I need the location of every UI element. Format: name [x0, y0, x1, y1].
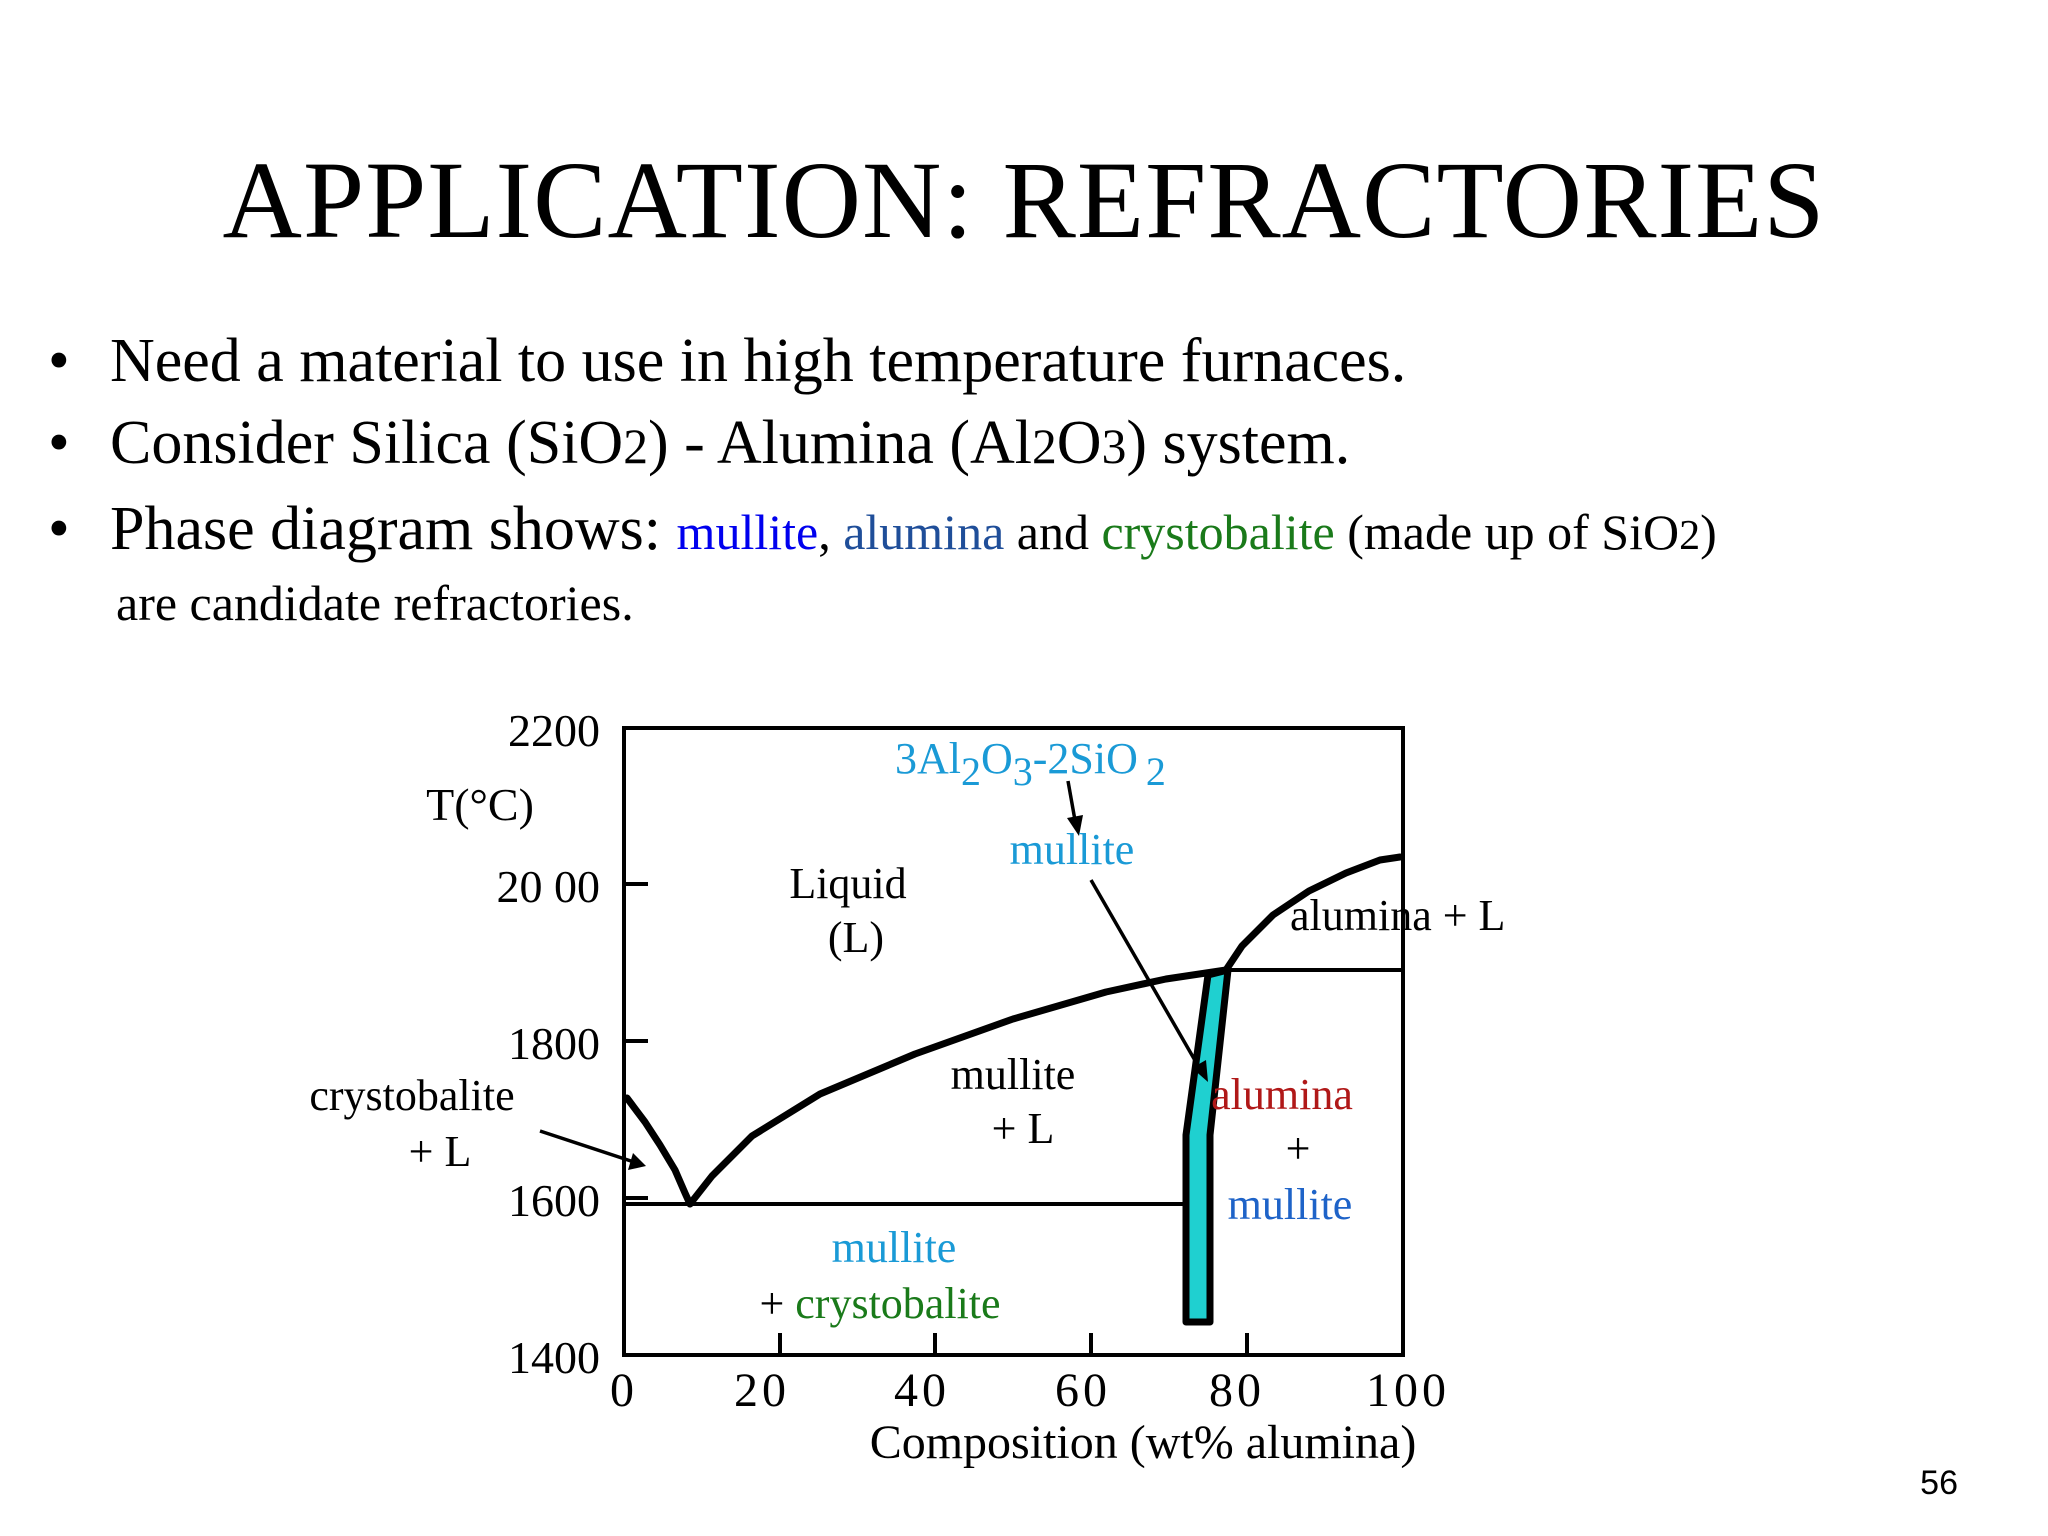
- alumina-mullite-label-2: mullite: [1228, 1180, 1353, 1229]
- bullet-text: ) system.: [1126, 409, 1351, 477]
- bullet-item-1: • Need a material to use in high tempera…: [48, 320, 1717, 402]
- mullite-crystobalite-label: mullite: [832, 1223, 957, 1272]
- x-tick-label: 60: [1055, 1364, 1111, 1417]
- subscript: 2: [1032, 419, 1057, 474]
- arrow-mullite-to-region: [1089, 879, 1206, 1077]
- arrow-crystobalite: [539, 1129, 641, 1166]
- formula-subscript: 3: [1013, 749, 1033, 794]
- plot-frame: [622, 726, 1405, 1357]
- alumina-mullite-plus: +: [1286, 1124, 1311, 1173]
- bullet-text: ) - Alumina (Al: [648, 409, 1032, 477]
- x-tick-label: 80: [1209, 1364, 1265, 1417]
- formula-part: 3Al: [895, 734, 961, 783]
- formula-subscript: 2: [961, 749, 981, 794]
- mullite-top-label: mullite: [1010, 825, 1135, 874]
- liquid-label: Liquid: [789, 859, 906, 908]
- y-axis-ticks: [624, 882, 648, 1200]
- mullite-region: [1182, 966, 1232, 1326]
- bullet-text: and: [1004, 504, 1102, 560]
- subscript: 2: [1679, 513, 1701, 559]
- mullite-liquidus-line: [686, 966, 1230, 1208]
- bullet-item-2: • Consider Silica (SiO2) - Alumina (Al2O…: [48, 402, 1717, 488]
- x-axis-ticks: [778, 1333, 1249, 1355]
- y-tick-label: 20 00: [497, 861, 601, 912]
- bullet-text: (made up of SiO: [1334, 504, 1680, 560]
- bullet-list: • Need a material to use in high tempera…: [48, 320, 1717, 633]
- y-tick-label: 1400: [508, 1332, 600, 1383]
- page-number: 56: [1920, 1464, 1958, 1502]
- mullite-liquid-label-2: + L: [992, 1104, 1055, 1153]
- subscript: 3: [1101, 419, 1127, 474]
- mullite-liquid-label: mullite: [951, 1050, 1076, 1099]
- label-part: crystobalite: [795, 1279, 1000, 1328]
- bullet-dot: •: [48, 409, 70, 477]
- slide-title: APPLICATION: REFRACTORIES: [222, 139, 1826, 261]
- mullite-crystobalite-label-2: + crystobalite: [759, 1279, 1000, 1328]
- alumina-mullite-label: alumina: [1211, 1070, 1353, 1119]
- subscript: 2: [623, 419, 648, 474]
- liquid-symbol-label: (L): [828, 913, 884, 962]
- formula-part: O: [981, 734, 1013, 783]
- bullet-text: Consider Silica (SiO: [110, 409, 624, 477]
- alumina-term: alumina: [843, 504, 1005, 560]
- label-part: +: [759, 1279, 795, 1328]
- bullet-dot: •: [48, 495, 70, 563]
- formula-subscript: 2: [1146, 749, 1166, 794]
- crystobalite-term: crystobalite: [1101, 504, 1335, 560]
- alumina-liquid-label: alumina + L: [1290, 891, 1505, 940]
- bullet-text: Phase diagram shows:: [110, 495, 677, 563]
- arrowhead-icon: [1067, 815, 1083, 836]
- x-tick-label: 0: [610, 1364, 638, 1417]
- x-tick-label: 100: [1366, 1364, 1450, 1417]
- bullet-continuation: are candidate refractories.: [116, 575, 634, 631]
- formula-part: -2SiO: [1033, 734, 1138, 783]
- arrowhead-icon: [628, 1153, 646, 1170]
- y-tick-label: 1800: [508, 1018, 600, 1069]
- y-tick-label: 2200: [508, 705, 600, 756]
- bullet-text: ,: [818, 504, 844, 560]
- crystobalite-liquid-label-2: + L: [409, 1127, 472, 1176]
- bullet-text: Need a material to use in high temperatu…: [110, 327, 1407, 395]
- x-tick-label: 40: [894, 1364, 950, 1417]
- bullet-text: ): [1700, 504, 1717, 560]
- x-axis-label: Composition (wt% alumina): [870, 1416, 1417, 1469]
- mullite-formula-label: 3Al2O3-2SiO 2: [895, 734, 1166, 794]
- x-tick-label: 20: [734, 1364, 790, 1417]
- bullet-text: O: [1056, 409, 1102, 477]
- mullite-term: mullite: [676, 504, 819, 560]
- crystobalite-liquidus-line: [623, 1094, 694, 1208]
- alumina-liquidus-line: [1222, 853, 1404, 974]
- arrowhead-icon: [1192, 1060, 1208, 1082]
- bullet-item-3: • Phase diagram shows: mullite, alumina …: [48, 488, 1717, 577]
- y-tick-label: 1600: [508, 1175, 600, 1226]
- bullet-dot: •: [48, 327, 70, 395]
- crystobalite-liquid-label: crystobalite: [309, 1071, 514, 1120]
- y-axis-label: T(°C): [426, 779, 534, 830]
